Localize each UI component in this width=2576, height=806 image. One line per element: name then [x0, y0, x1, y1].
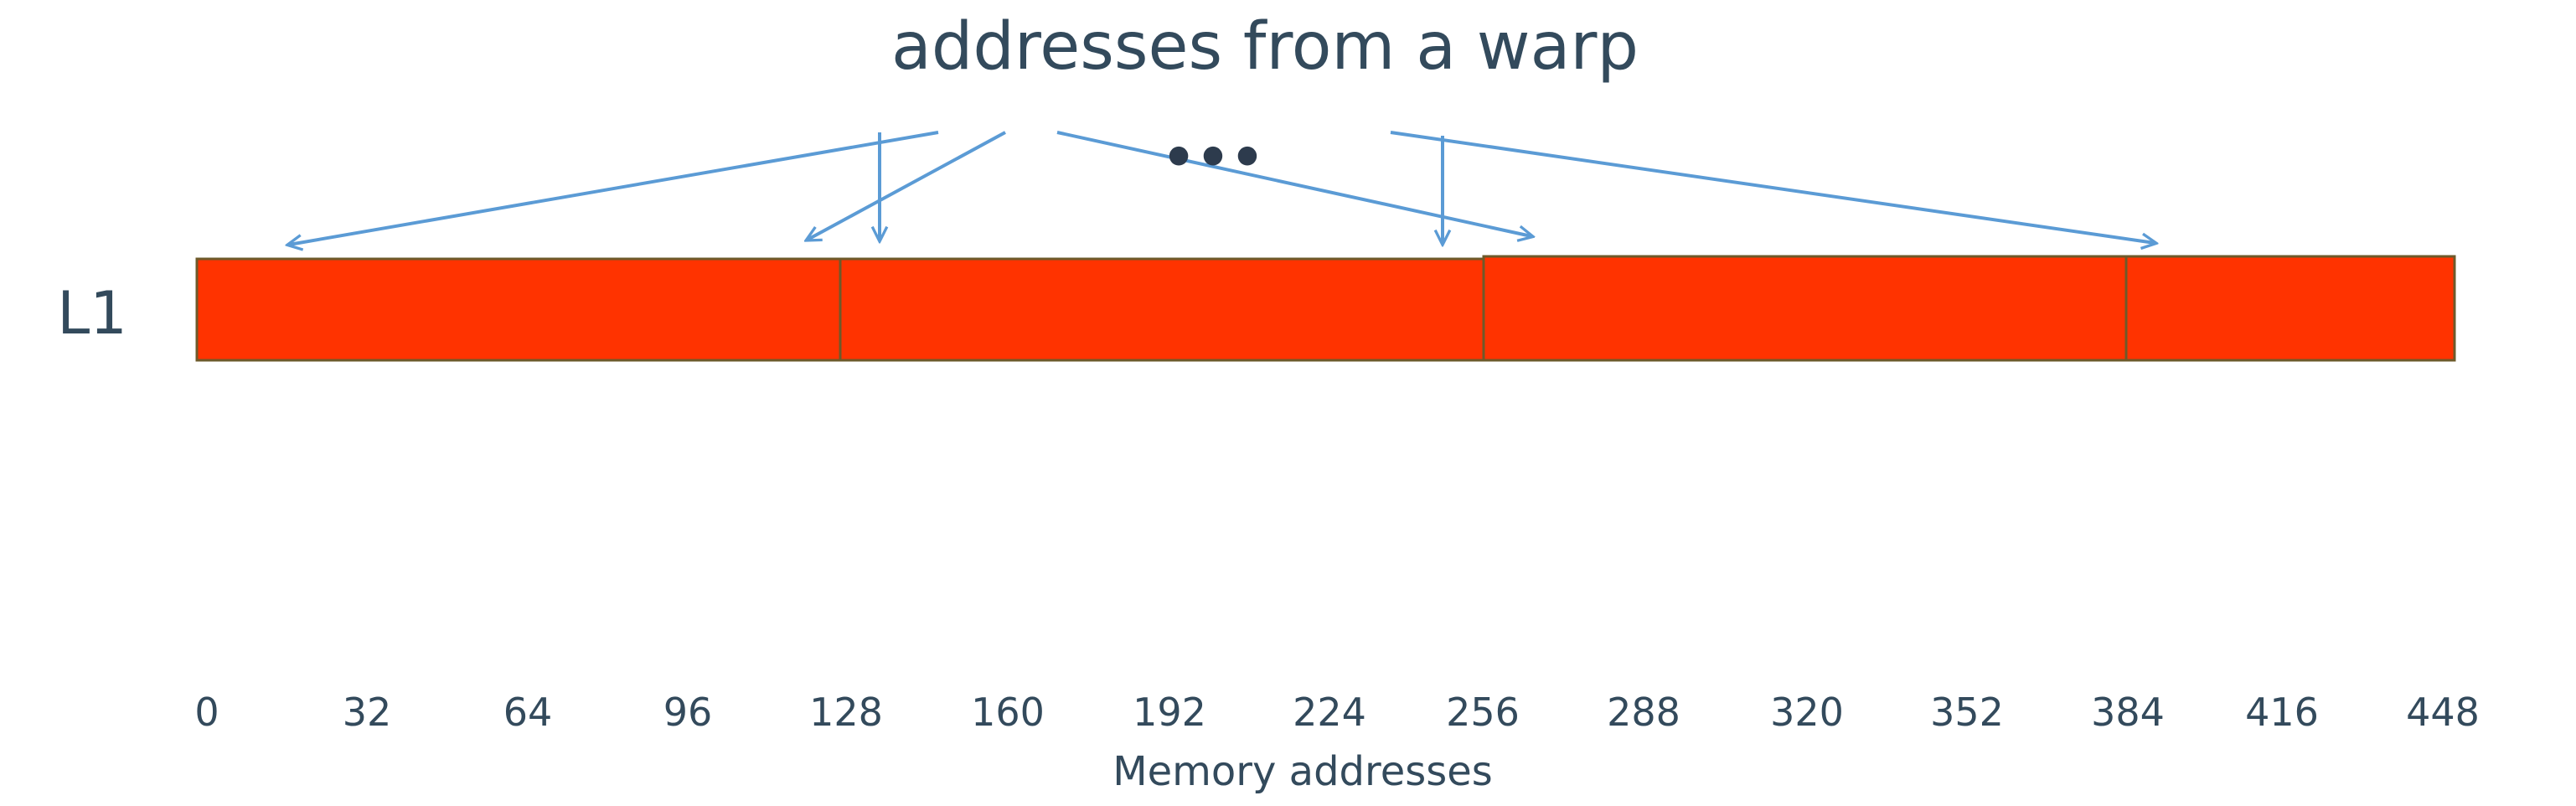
- x-tick-128: 128: [809, 690, 883, 735]
- x-tick-416: 416: [2245, 690, 2319, 735]
- x-tick-256: 256: [1446, 690, 1520, 735]
- x-axis-label: Memory addresses: [1112, 748, 1493, 795]
- address-arrow-4: [1056, 131, 1531, 236]
- address-arrow-1: [289, 131, 939, 245]
- x-axis-ticks: 0 32 64 96 128 160 192 224 256 288 320 3…: [194, 690, 2480, 735]
- x-tick-320: 320: [1770, 690, 1844, 735]
- x-tick-288: 288: [1607, 690, 1680, 735]
- diagram-title: addresses from a warp: [891, 9, 1639, 85]
- x-tick-224: 224: [1293, 690, 1366, 735]
- x-tick-192: 192: [1133, 690, 1206, 735]
- cache-line-2: [1482, 255, 2128, 362]
- x-tick-160: 160: [971, 690, 1045, 735]
- x-tick-352: 352: [1930, 690, 2004, 735]
- x-tick-0: 0: [194, 690, 219, 735]
- cache-line-3: [2124, 255, 2456, 362]
- x-tick-32: 32: [343, 690, 392, 735]
- x-tick-64: 64: [503, 690, 553, 735]
- cache-lines: [195, 255, 2456, 362]
- address-arrow-6: [1390, 131, 2155, 243]
- address-arrow-3: [808, 131, 1006, 240]
- x-tick-448: 448: [2406, 690, 2480, 735]
- cache-line-0: [195, 257, 842, 362]
- ellipsis-mark: •••: [1162, 127, 1265, 189]
- x-tick-96: 96: [663, 690, 713, 735]
- address-arrows: [289, 131, 2155, 245]
- x-tick-384: 384: [2091, 690, 2165, 735]
- cache-level-label: L1: [57, 279, 127, 348]
- cache-line-1: [839, 257, 1485, 362]
